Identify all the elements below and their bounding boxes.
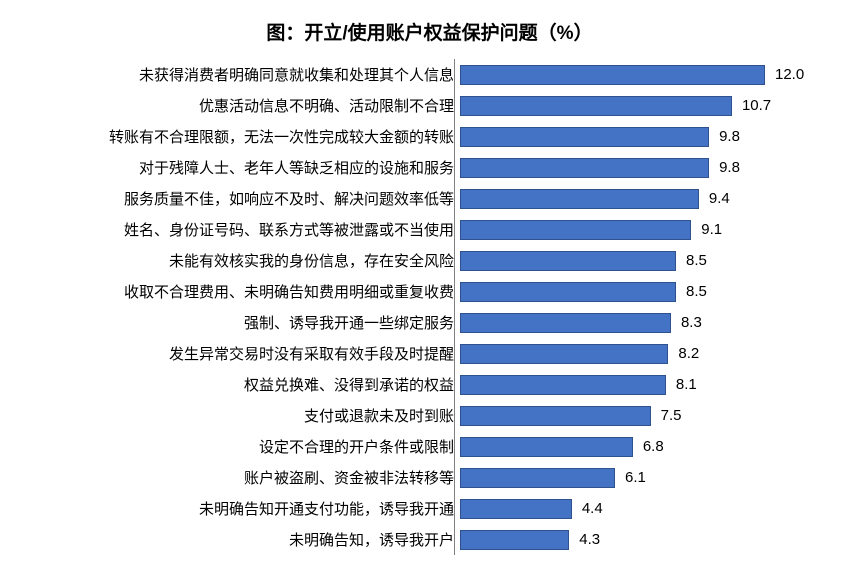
bar bbox=[460, 437, 633, 457]
bar bbox=[460, 313, 671, 333]
bar-area: 8.3 bbox=[460, 307, 835, 338]
bar-area: 8.5 bbox=[460, 245, 835, 276]
chart-row: 优惠活动信息不明确、活动限制不合理 10.7 bbox=[24, 90, 835, 121]
value-label: 9.1 bbox=[701, 221, 722, 238]
chart-row: 收取不合理费用、未明确告知费用明细或重复收费 8.5 bbox=[24, 276, 835, 307]
category-label: 账户被盗刷、资金被非法转移等 bbox=[24, 467, 460, 488]
chart-row: 未获得消费者明确同意就收集和处理其个人信息 12.0 bbox=[24, 59, 835, 90]
bar-area: 6.8 bbox=[460, 431, 835, 462]
chart-row: 姓名、身份证号码、联系方式等被泄露或不当使用 9.1 bbox=[24, 214, 835, 245]
value-label: 9.4 bbox=[709, 190, 730, 207]
category-label: 未能有效核实我的身份信息，存在安全风险 bbox=[24, 250, 460, 271]
bar bbox=[460, 220, 691, 240]
chart-row: 服务质量不佳，如响应不及时、解决问题效率低等 9.4 bbox=[24, 183, 835, 214]
category-label: 未获得消费者明确同意就收集和处理其个人信息 bbox=[24, 64, 460, 85]
value-label: 8.5 bbox=[686, 283, 707, 300]
chart-row: 支付或退款未及时到账 7.5 bbox=[24, 400, 835, 431]
chart-row: 发生异常交易时没有采取有效手段及时提醒 8.2 bbox=[24, 338, 835, 369]
bar-area: 4.4 bbox=[460, 493, 835, 524]
bar bbox=[460, 406, 651, 426]
chart-row: 未能有效核实我的身份信息，存在安全风险 8.5 bbox=[24, 245, 835, 276]
bar bbox=[460, 65, 765, 85]
chart-row: 对于残障人士、老年人等缺乏相应的设施和服务 9.8 bbox=[24, 152, 835, 183]
bar-area: 8.1 bbox=[460, 369, 835, 400]
bar bbox=[460, 468, 615, 488]
bar bbox=[460, 530, 569, 550]
chart-title: 图：开立/使用账户权益保护问题（%） bbox=[24, 18, 835, 45]
category-label: 收取不合理费用、未明确告知费用明细或重复收费 bbox=[24, 281, 460, 302]
category-label: 服务质量不佳，如响应不及时、解决问题效率低等 bbox=[24, 188, 460, 209]
bar bbox=[460, 499, 572, 519]
category-label: 未明确告知，诱导我开户 bbox=[24, 529, 460, 550]
value-label: 8.1 bbox=[676, 376, 697, 393]
category-label: 未明确告知开通支付功能，诱导我开通 bbox=[24, 498, 460, 519]
category-label: 发生异常交易时没有采取有效手段及时提醒 bbox=[24, 343, 460, 364]
chart-row: 未明确告知开通支付功能，诱导我开通 4.4 bbox=[24, 493, 835, 524]
chart-row: 强制、诱导我开通一些绑定服务 8.3 bbox=[24, 307, 835, 338]
category-label: 转账有不合理限额，无法一次性完成较大金额的转账 bbox=[24, 126, 460, 147]
chart-row: 未明确告知，诱导我开户 4.3 bbox=[24, 524, 835, 555]
value-label: 8.3 bbox=[681, 314, 702, 331]
bar-area: 8.5 bbox=[460, 276, 835, 307]
value-label: 6.1 bbox=[625, 469, 646, 486]
value-label: 6.8 bbox=[643, 438, 664, 455]
value-label: 12.0 bbox=[775, 66, 804, 83]
value-label: 4.3 bbox=[579, 531, 600, 548]
category-label: 姓名、身份证号码、联系方式等被泄露或不当使用 bbox=[24, 219, 460, 240]
bar bbox=[460, 251, 676, 271]
bar bbox=[460, 189, 699, 209]
bar-area: 12.0 bbox=[460, 59, 835, 90]
bar bbox=[460, 96, 732, 116]
y-axis-line bbox=[454, 59, 455, 555]
bar-area: 9.8 bbox=[460, 152, 835, 183]
value-label: 4.4 bbox=[582, 500, 603, 517]
bar-area: 9.1 bbox=[460, 214, 835, 245]
value-label: 8.5 bbox=[686, 252, 707, 269]
category-label: 支付或退款未及时到账 bbox=[24, 405, 460, 426]
value-label: 8.2 bbox=[678, 345, 699, 362]
bar bbox=[460, 127, 709, 147]
chart-rows: 未获得消费者明确同意就收集和处理其个人信息 12.0 优惠活动信息不明确、活动限制不… bbox=[24, 59, 835, 555]
category-label: 优惠活动信息不明确、活动限制不合理 bbox=[24, 95, 460, 116]
chart-row: 转账有不合理限额，无法一次性完成较大金额的转账 9.8 bbox=[24, 121, 835, 152]
category-label: 强制、诱导我开通一些绑定服务 bbox=[24, 312, 460, 333]
bar bbox=[460, 158, 709, 178]
bar-area: 10.7 bbox=[460, 90, 835, 121]
category-label: 权益兑换难、没得到承诺的权益 bbox=[24, 374, 460, 395]
bar-area: 8.2 bbox=[460, 338, 835, 369]
chart-row: 权益兑换难、没得到承诺的权益 8.1 bbox=[24, 369, 835, 400]
value-label: 9.8 bbox=[719, 159, 740, 176]
bar-area: 9.4 bbox=[460, 183, 835, 214]
bar-area: 9.8 bbox=[460, 121, 835, 152]
bar bbox=[460, 375, 666, 395]
chart-row: 账户被盗刷、资金被非法转移等 6.1 bbox=[24, 462, 835, 493]
value-label: 7.5 bbox=[661, 407, 682, 424]
bar-area: 4.3 bbox=[460, 524, 835, 555]
chart-container: 图：开立/使用账户权益保护问题（%） 未获得消费者明确同意就收集和处理其个人信息… bbox=[0, 0, 859, 565]
bar bbox=[460, 282, 676, 302]
value-label: 9.8 bbox=[719, 128, 740, 145]
bar-area: 6.1 bbox=[460, 462, 835, 493]
category-label: 对于残障人士、老年人等缺乏相应的设施和服务 bbox=[24, 157, 460, 178]
value-label: 10.7 bbox=[742, 97, 771, 114]
category-label: 设定不合理的开户条件或限制 bbox=[24, 436, 460, 457]
bar bbox=[460, 344, 668, 364]
chart-row: 设定不合理的开户条件或限制 6.8 bbox=[24, 431, 835, 462]
bar-area: 7.5 bbox=[460, 400, 835, 431]
